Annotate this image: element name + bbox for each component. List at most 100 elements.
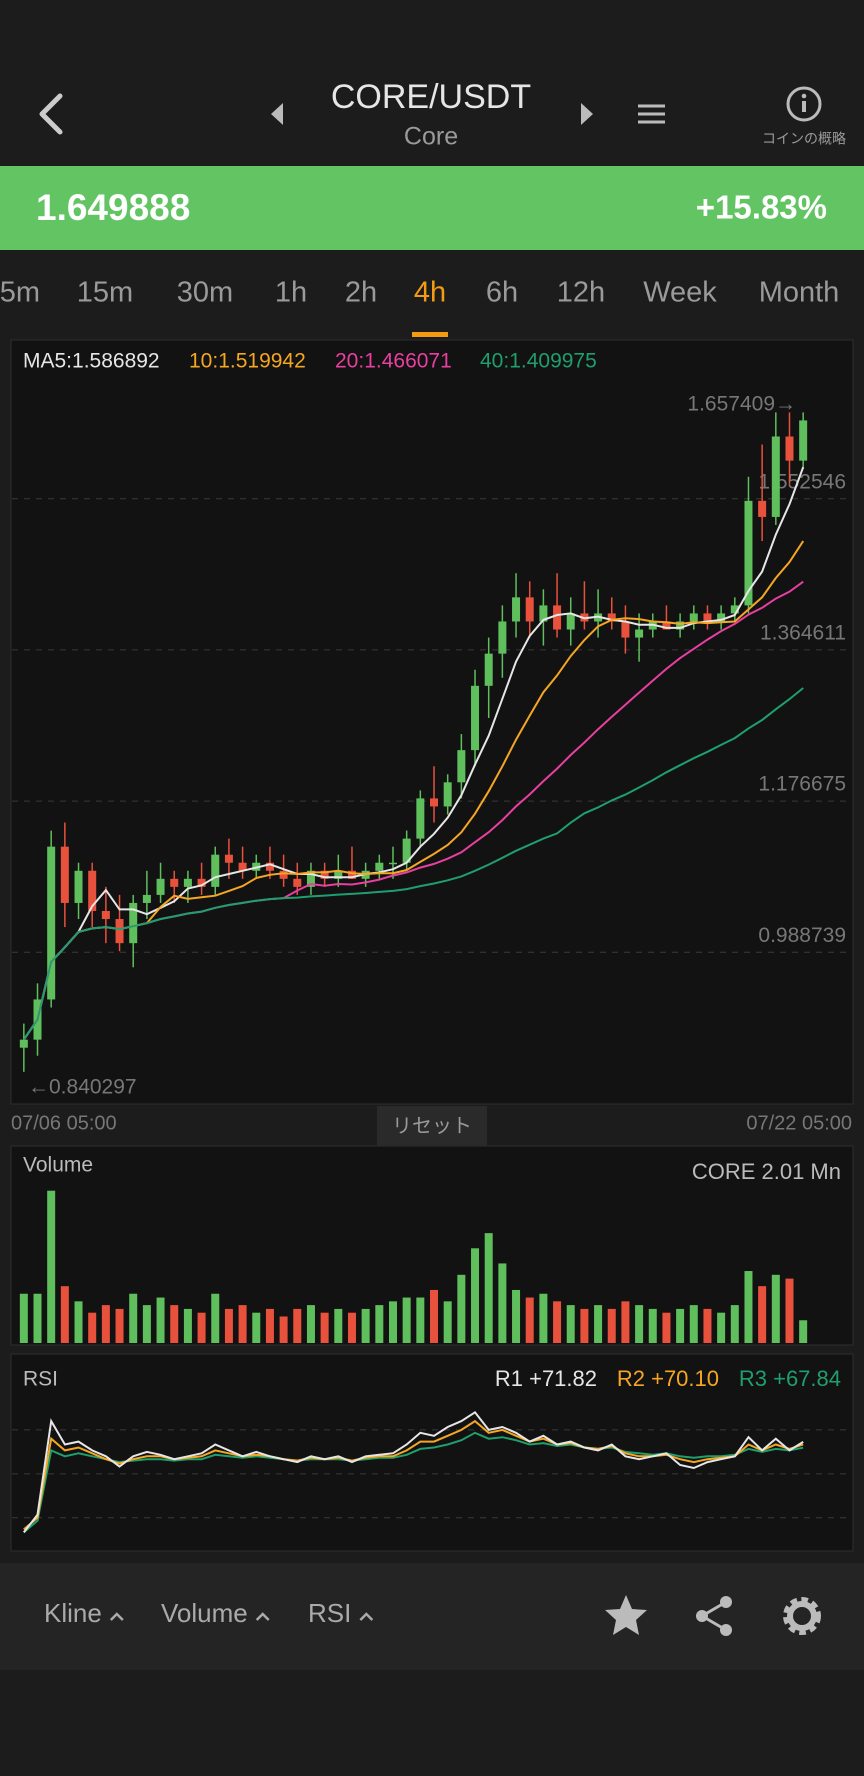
pair-subtitle: Core — [404, 123, 458, 151]
volume-bar — [539, 1293, 548, 1343]
toolbar-item[interactable]: Volume — [161, 1598, 248, 1628]
tab[interactable]: 4h — [414, 277, 446, 309]
volume-bar — [566, 1305, 575, 1343]
volume-bar — [129, 1293, 138, 1343]
volume-bar — [170, 1305, 179, 1343]
candle-body — [402, 838, 411, 863]
candle-body — [88, 870, 97, 911]
candle-body — [457, 750, 466, 783]
volume-bar — [402, 1297, 411, 1343]
volume-bar — [703, 1308, 712, 1343]
candle-body — [539, 605, 548, 622]
tab[interactable]: 15m — [77, 277, 133, 309]
volume-bar — [730, 1305, 739, 1343]
volume-bar — [388, 1301, 397, 1343]
tab[interactable]: 5m — [0, 277, 40, 309]
candle-body — [101, 910, 110, 920]
settings-button[interactable] — [783, 1597, 821, 1635]
reset-button[interactable] — [377, 1106, 487, 1146]
candle-body — [717, 613, 726, 622]
volume-title: Volume — [23, 1154, 93, 1177]
candle-body — [744, 500, 753, 606]
prev-pair[interactable] — [271, 103, 283, 125]
tab[interactable]: 1h — [275, 277, 307, 309]
candle-body — [47, 846, 56, 1000]
volume-bar — [785, 1278, 794, 1343]
info-icon — [786, 86, 822, 122]
y-tick-label: 1.552546 — [758, 470, 846, 493]
candle-body — [129, 902, 138, 944]
candle-body — [115, 919, 124, 944]
ma-label: MA5:1.586892 — [23, 350, 160, 373]
volume-bar — [265, 1308, 274, 1343]
tab[interactable]: Month — [759, 277, 840, 309]
candle-body — [484, 653, 493, 686]
candle-body — [170, 878, 179, 887]
toolbar-item[interactable]: Kline — [44, 1598, 102, 1628]
volume-bar — [512, 1289, 521, 1343]
info-icon — [802, 101, 806, 112]
volume-bar — [293, 1308, 302, 1343]
info-button[interactable] — [786, 86, 822, 122]
candle-body — [799, 420, 808, 461]
volume-bar — [621, 1301, 630, 1343]
volume-bar — [430, 1289, 439, 1343]
candle-body — [238, 862, 247, 871]
rsi-line — [23, 1431, 804, 1534]
pair-title: CORE/USDT — [331, 78, 531, 116]
candle-body — [279, 870, 288, 879]
volume-bar — [457, 1274, 466, 1343]
rsi-title: RSI — [23, 1368, 58, 1391]
candle-body — [293, 878, 302, 887]
volume-bar — [19, 1293, 28, 1343]
volume-bar — [238, 1305, 247, 1343]
candle-body — [553, 605, 562, 630]
volume-bar — [799, 1320, 808, 1343]
caret — [109, 1612, 124, 1621]
tab[interactable]: 30m — [177, 277, 233, 309]
candle-body — [197, 878, 206, 887]
ma-label: 10:1.519942 — [189, 350, 306, 373]
volume-bar — [484, 1233, 493, 1343]
volume-bar — [525, 1297, 534, 1343]
volume-bar — [142, 1305, 151, 1343]
candle-body — [183, 878, 192, 887]
candle-body — [758, 500, 767, 517]
candle-body — [771, 436, 780, 517]
candle-body — [211, 854, 220, 887]
favorite-button[interactable] — [605, 1595, 647, 1635]
back-button[interactable] — [39, 93, 63, 135]
candle-body — [443, 782, 452, 807]
next-pair[interactable] — [581, 103, 593, 125]
candle-body — [621, 621, 630, 638]
price: 1.649888 — [36, 187, 190, 228]
tab[interactable]: 12h — [557, 277, 605, 309]
volume-bar — [744, 1271, 753, 1343]
moving-average — [22, 687, 804, 1041]
reset-label: リセット — [392, 1115, 472, 1137]
share-button[interactable] — [696, 1596, 732, 1636]
high-annotation: 1.657409→ — [687, 393, 796, 416]
volume-bar — [88, 1312, 97, 1343]
tab[interactable]: 6h — [486, 277, 518, 309]
candle-body — [730, 605, 739, 614]
candle-body — [375, 862, 384, 871]
volume-bar — [689, 1305, 698, 1343]
candle-body — [416, 798, 425, 839]
volume-bar — [594, 1305, 603, 1343]
tab[interactable]: Week — [643, 277, 717, 309]
info-label: コインの概略 — [762, 131, 846, 147]
candle-body — [142, 894, 151, 903]
moving-average — [22, 540, 805, 1041]
y-tick-label: 1.364611 — [760, 621, 846, 644]
volume-bar — [115, 1308, 124, 1343]
toolbar-item[interactable]: RSI — [308, 1598, 351, 1628]
tab[interactable]: 2h — [345, 277, 377, 309]
candle-body — [60, 846, 69, 903]
candle-body — [430, 798, 439, 807]
share-icon — [696, 1610, 708, 1622]
menu-button[interactable] — [638, 104, 665, 124]
candle-body — [74, 870, 83, 903]
volume-label: CORE 2.01 Mn — [692, 1159, 841, 1184]
share-icon — [720, 1596, 732, 1608]
